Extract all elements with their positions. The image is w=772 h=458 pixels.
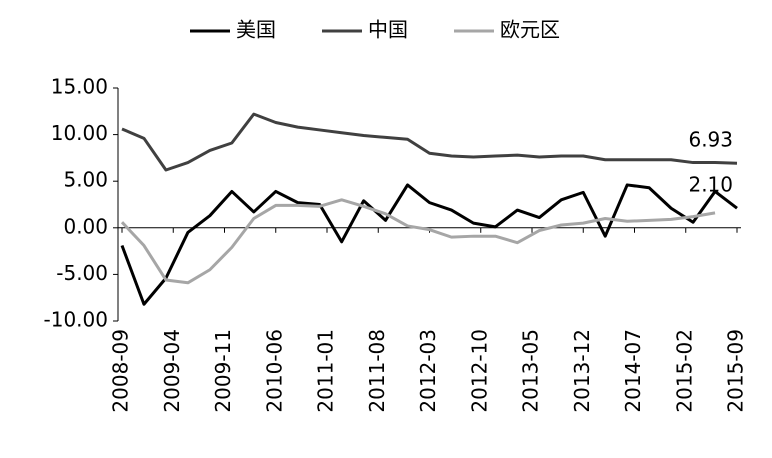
- x-tick-label: 2014-07: [621, 329, 645, 413]
- series-line: [120, 198, 716, 285]
- x-tick-label: 2012-03: [416, 329, 440, 413]
- legend-label: 美国: [236, 18, 276, 42]
- x-tick-label: 2008-09: [109, 329, 133, 413]
- series-line: [121, 112, 738, 172]
- y-tick-label: 15.00: [51, 75, 108, 99]
- data-label: 6.93: [688, 128, 733, 152]
- series-line: [120, 183, 738, 306]
- x-tick-label: 2013-05: [519, 329, 543, 413]
- data-label: 2.10: [688, 173, 733, 197]
- legend-label: 中国: [368, 18, 408, 42]
- x-tick-label: 2013-12: [570, 329, 594, 413]
- legend-label: 欧元区: [500, 18, 560, 42]
- x-tick-label: 2012-10: [467, 329, 491, 413]
- x-tick-label: 2015-02: [672, 329, 696, 413]
- y-tick-label: 0.00: [63, 214, 108, 238]
- y-tick-label: 5.00: [63, 168, 108, 192]
- x-tick-label: 2009-04: [160, 329, 184, 413]
- y-tick-label: -5.00: [56, 261, 108, 285]
- x-tick-label: 2011-01: [314, 329, 338, 413]
- x-tick-label: 2015-09: [724, 329, 748, 413]
- y-tick-label: -10.00: [44, 308, 108, 332]
- y-tick-label: 10.00: [51, 121, 108, 145]
- x-tick-label: 2011-08: [365, 329, 389, 413]
- x-tick-label: 2010-06: [262, 329, 286, 413]
- x-tick-label: 2009-11: [211, 329, 235, 413]
